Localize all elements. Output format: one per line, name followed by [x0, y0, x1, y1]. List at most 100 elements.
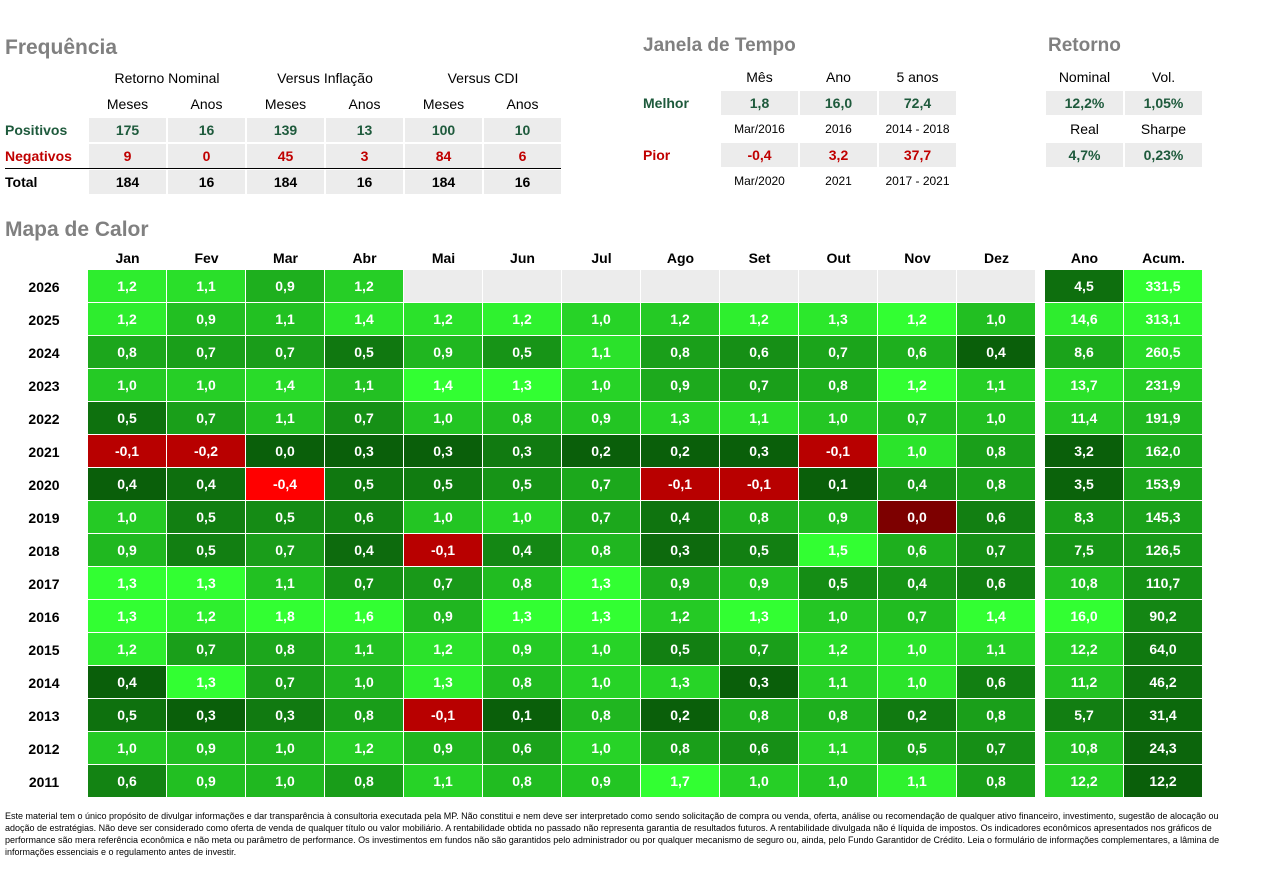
heat-cell: 1,3 [167, 666, 246, 699]
heat-cell: 0,6 [957, 567, 1036, 600]
heat-cell: 0,4 [325, 534, 404, 567]
heat-cell: 1,1 [720, 402, 799, 435]
heat-cell: 0,5 [325, 468, 404, 501]
heat-cell: 0,5 [167, 501, 246, 534]
heat-cell: 0,6 [957, 666, 1036, 699]
summary-cell: 162,0 [1124, 435, 1203, 468]
year-label: 2017 [28, 575, 60, 592]
heat-cell: 0,6 [483, 732, 562, 765]
empty-cell [562, 270, 641, 303]
heat-cell: 0,5 [799, 567, 878, 600]
heat-cell: 0,3 [167, 699, 246, 732]
heat-cell: 1,0 [799, 600, 878, 633]
heat-cell: 0,6 [720, 732, 799, 765]
count-cell: 139 [247, 118, 324, 142]
heat-cell: 0,4 [167, 468, 246, 501]
heat-cell: 1,0 [799, 765, 878, 798]
heat-cell: 0,9 [562, 402, 641, 435]
heat-cell: 0,8 [562, 699, 641, 732]
month-header: Jan [115, 250, 140, 266]
heat-cell: 0,7 [167, 402, 246, 435]
heat-cell: 1,0 [483, 501, 562, 534]
heat-cell: 1,0 [562, 369, 641, 402]
heat-cell: -0,1 [404, 699, 483, 732]
summary-cell: 10,8 [1045, 732, 1124, 765]
heat-cell: 1,6 [325, 600, 404, 633]
heat-cell: 1,4 [325, 303, 404, 336]
empty-cell [483, 270, 562, 303]
value-cell: -0,4 [721, 143, 798, 167]
heat-cell: 1,0 [88, 369, 167, 402]
heat-cell: 1,2 [878, 369, 957, 402]
value-cell: 4,7% [1046, 143, 1123, 167]
heat-cell: 0,7 [167, 336, 246, 369]
count-cell: 16 [168, 118, 245, 142]
heat-cell: 0,4 [878, 468, 957, 501]
heat-cell: 0,5 [720, 534, 799, 567]
heat-cell: 0,6 [88, 765, 167, 798]
summary-cell: 31,4 [1124, 699, 1203, 732]
period-label: 2021 [825, 174, 852, 188]
count-cell: 6 [484, 144, 561, 168]
summary-cell: 10,8 [1045, 567, 1124, 600]
heat-cell: 1,0 [878, 435, 957, 468]
count-cell: 84 [405, 144, 482, 168]
heat-cell: 0,3 [404, 435, 483, 468]
summary-cell: 7,5 [1045, 534, 1124, 567]
empty-cell [878, 270, 957, 303]
count-cell: 184 [89, 170, 166, 194]
heat-cell: 0,7 [562, 468, 641, 501]
heat-cell: 1,2 [799, 633, 878, 666]
heat-cell: 1,0 [88, 501, 167, 534]
heat-cell: -0,4 [246, 468, 325, 501]
heat-cell: 0,5 [641, 633, 720, 666]
year-label: 2023 [28, 377, 60, 394]
heat-cell: 1,0 [799, 402, 878, 435]
column-header: Nominal [1058, 69, 1111, 85]
heat-cell: 1,0 [562, 633, 641, 666]
heat-cell: 0,9 [641, 369, 720, 402]
row-label: Total [5, 174, 38, 190]
heat-cell: -0,1 [404, 534, 483, 567]
summary-cell: 145,3 [1124, 501, 1203, 534]
count-cell: 3 [326, 144, 403, 168]
summary-cell: 3,5 [1045, 468, 1124, 501]
heat-cell: 1,1 [957, 369, 1036, 402]
value-cell: 12,2% [1046, 91, 1123, 115]
heat-cell: 1,3 [641, 402, 720, 435]
heat-cell: 0,8 [325, 765, 404, 798]
heat-cell: 1,2 [88, 633, 167, 666]
heat-cell: 0,9 [88, 534, 167, 567]
column-header: Vol. [1151, 69, 1176, 85]
heat-cell: 1,2 [878, 303, 957, 336]
value-cell: 1,8 [721, 91, 798, 115]
heat-cell: 0,8 [483, 402, 562, 435]
year-label: 2013 [28, 707, 60, 724]
heat-cell: 0,4 [483, 534, 562, 567]
heat-cell: 1,7 [641, 765, 720, 798]
heat-cell: 1,1 [167, 270, 246, 303]
sub-header: Anos [348, 96, 381, 112]
divider [5, 168, 561, 169]
heat-cell: 1,2 [325, 270, 404, 303]
heat-cell: 1,1 [957, 633, 1036, 666]
summary-cell: 8,3 [1045, 501, 1124, 534]
heat-cell: 0,7 [325, 402, 404, 435]
sub-header: Anos [506, 96, 539, 112]
section-title: Frequência [5, 36, 118, 59]
summary-cell: 313,1 [1124, 303, 1203, 336]
heat-cell: 0,8 [957, 435, 1036, 468]
heat-cell: 0,3 [720, 435, 799, 468]
heat-cell: 1,0 [878, 666, 957, 699]
heat-cell: 0,8 [483, 666, 562, 699]
heat-cell: 1,3 [167, 567, 246, 600]
month-header: Jul [591, 250, 612, 266]
count-cell: 9 [89, 144, 166, 168]
value-cell: 72,4 [879, 91, 956, 115]
summary-cell: 231,9 [1124, 369, 1203, 402]
heat-cell: 0,7 [720, 633, 799, 666]
heat-cell: 1,1 [799, 666, 878, 699]
summary-cell: 331,5 [1124, 270, 1203, 303]
heat-cell: 0,7 [878, 600, 957, 633]
